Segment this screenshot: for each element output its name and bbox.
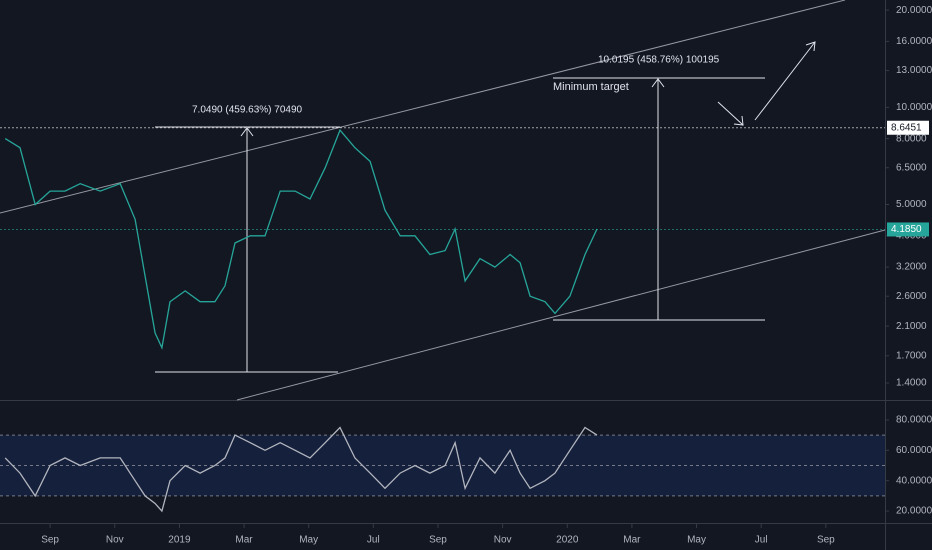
series-line <box>4 128 598 350</box>
y-tick-label: 20.0000 <box>896 506 932 517</box>
y-tick-label: 60.0000 <box>896 445 932 456</box>
arrow-head <box>733 115 744 126</box>
price-label: 8.6451 <box>891 122 922 133</box>
series-line <box>4 426 598 513</box>
x-tick-label: Sep <box>817 535 835 546</box>
x-tick-label: 2020 <box>556 535 579 546</box>
arrow-head <box>651 78 665 88</box>
y-tick-label: 6.5000 <box>896 162 927 173</box>
annotation: Minimum target <box>553 81 629 93</box>
y-tick-label: 20.0000 <box>896 5 932 16</box>
measurements <box>155 41 816 373</box>
arrow-head <box>805 41 816 52</box>
x-tick-label: May <box>687 535 706 546</box>
y-tick-label: 8.0000 <box>896 133 927 144</box>
annotation: 7.0490 (459.63%) 70490 <box>192 105 303 116</box>
x-tick-label: May <box>299 535 318 546</box>
y-tick-label: 2.1000 <box>896 321 927 332</box>
x-tick-label: Jul <box>755 535 768 546</box>
x-tick-label: Nov <box>494 535 512 546</box>
x-tick-label: 2019 <box>168 535 191 546</box>
y-tick-label: 10.0000 <box>896 102 932 113</box>
arrow <box>754 41 816 121</box>
x-tick-label: Sep <box>41 535 59 546</box>
rsi-band <box>0 435 885 496</box>
x-tick-label: Sep <box>429 535 447 546</box>
y-tick-label: 2.6000 <box>896 291 927 302</box>
y-tick-label: 5.0000 <box>896 199 927 210</box>
annotation: 10.0195 (458.76%) 100195 <box>598 55 720 66</box>
y-tick-label: 1.7000 <box>896 350 927 361</box>
y-tick-label: 13.0000 <box>896 65 932 76</box>
arrow-head <box>240 127 254 137</box>
y-tick-label: 16.0000 <box>896 36 932 47</box>
y-tick-label: 40.0000 <box>896 475 932 486</box>
y-tick-label: 3.2000 <box>896 262 927 273</box>
lower-trendline <box>236 229 886 401</box>
drawings <box>0 0 886 401</box>
price-label-box <box>887 120 929 135</box>
x-tick-label: Nov <box>106 535 124 546</box>
price-label-box <box>887 222 929 237</box>
y-tick-label: 1.4000 <box>896 378 927 389</box>
upper-trendline <box>0 0 846 214</box>
x-tick-label: Mar <box>235 535 253 546</box>
x-tick-label: Mar <box>623 535 641 546</box>
price-label: 4.1850 <box>891 224 922 235</box>
y-tick-label: 80.0000 <box>896 415 932 426</box>
arrow <box>717 101 744 126</box>
x-tick-label: Jul <box>367 535 380 546</box>
